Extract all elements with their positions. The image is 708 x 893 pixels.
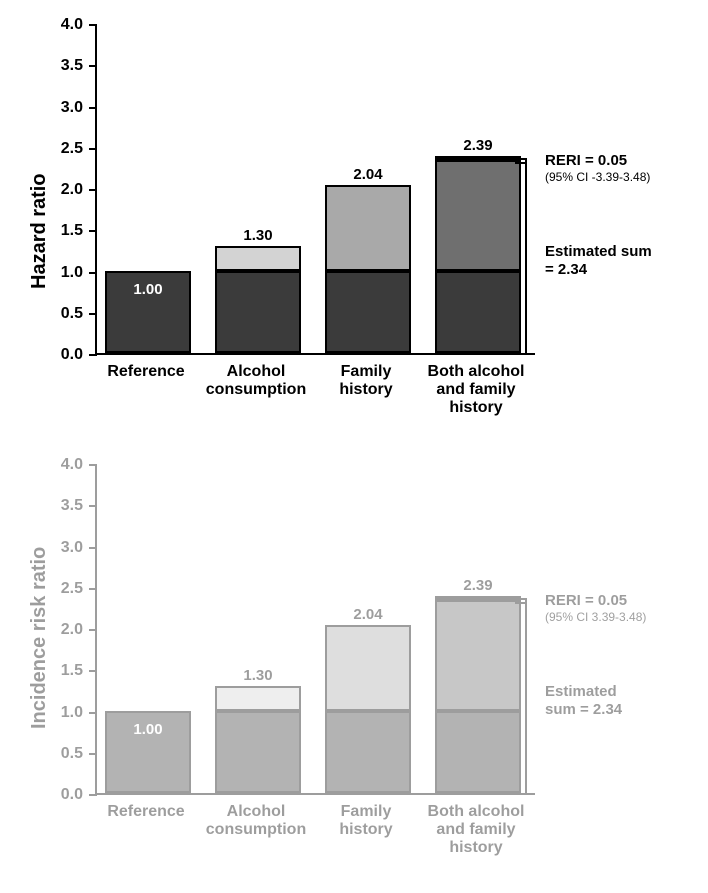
y-tick <box>89 107 97 109</box>
bracket-sum <box>525 162 527 355</box>
y-tick <box>89 148 97 150</box>
bar-segment <box>435 156 521 160</box>
y-tick <box>89 505 97 507</box>
bar-segment <box>215 686 301 711</box>
y-tick-label: 0.0 <box>43 786 83 804</box>
x-tick-label: Alcoholconsumption <box>203 803 309 839</box>
y-tick <box>89 464 97 466</box>
y-tick <box>89 354 97 356</box>
bracket-sum <box>525 602 527 795</box>
annotation-reri: RERI = 0.05(95% CI 3.39-3.48) <box>545 592 646 624</box>
y-tick <box>89 272 97 274</box>
x-tick-label: Alcoholconsumption <box>203 363 309 399</box>
y-tick <box>89 189 97 191</box>
bar-value-label: 1.00 <box>105 721 191 738</box>
y-tick <box>89 712 97 714</box>
bar-value-label: 2.04 <box>325 606 411 623</box>
annotation-sum: Estimatedsum = 2.34 <box>545 683 622 719</box>
bar-segment <box>325 711 411 794</box>
y-tick <box>89 230 97 232</box>
y-tick-label: 2.0 <box>43 181 83 199</box>
bar-segment <box>435 160 521 271</box>
bar-segment <box>325 185 411 271</box>
y-tick-label: 0.5 <box>43 745 83 763</box>
x-tick-label: Familyhistory <box>313 363 419 399</box>
bar-value-label: 1.30 <box>215 227 301 244</box>
y-tick-label: 3.5 <box>43 57 83 75</box>
y-tick-label: 3.0 <box>43 99 83 117</box>
bar-segment <box>435 600 521 711</box>
y-tick-label: 1.0 <box>43 704 83 722</box>
y-tick-label: 2.5 <box>43 140 83 158</box>
y-tick-label: 1.5 <box>43 662 83 680</box>
y-tick-label: 0.5 <box>43 305 83 323</box>
y-tick <box>89 65 97 67</box>
plot-area: 1.00 1.30 2.04 2.39 <box>95 465 535 795</box>
y-tick-label: 4.0 <box>43 16 83 34</box>
bar-segment <box>215 271 301 354</box>
x-tick-label: Both alcoholand familyhistory <box>423 363 529 417</box>
bar-value-label: 2.04 <box>325 166 411 183</box>
y-tick-label: 0.0 <box>43 346 83 364</box>
chart-panel-bottom: Incidence risk ratio1.001.302.042.390.00… <box>0 455 708 885</box>
y-tick <box>89 629 97 631</box>
y-tick <box>89 547 97 549</box>
bar-segment <box>215 711 301 794</box>
bar-segment <box>325 271 411 354</box>
bar-value-label: 2.39 <box>435 577 521 594</box>
y-tick-label: 3.5 <box>43 497 83 515</box>
y-tick-label: 2.5 <box>43 580 83 598</box>
x-tick-label: Both alcoholand familyhistory <box>423 803 529 857</box>
chart-panel-top: Hazard ratio1.001.302.042.390.00.51.01.5… <box>0 15 708 445</box>
y-tick-label: 3.0 <box>43 539 83 557</box>
y-tick <box>89 313 97 315</box>
bar-value-label: 2.39 <box>435 137 521 154</box>
y-tick-label: 1.5 <box>43 222 83 240</box>
plot-area: 1.00 1.30 2.04 2.39 <box>95 25 535 355</box>
y-tick-label: 1.0 <box>43 264 83 282</box>
y-tick <box>89 670 97 672</box>
bar-value-label: 1.30 <box>215 667 301 684</box>
y-tick <box>89 794 97 796</box>
bar-value-label: 1.00 <box>105 281 191 298</box>
y-tick-label: 4.0 <box>43 456 83 474</box>
bar-segment <box>435 271 521 354</box>
x-tick-label: Familyhistory <box>313 803 419 839</box>
x-tick-label: Reference <box>93 803 199 821</box>
annotation-sum: Estimated sum= 2.34 <box>545 243 652 279</box>
y-tick <box>89 588 97 590</box>
y-tick-label: 2.0 <box>43 621 83 639</box>
bar-segment <box>215 246 301 271</box>
bar-segment <box>325 625 411 711</box>
y-tick <box>89 753 97 755</box>
x-tick-label: Reference <box>93 363 199 381</box>
bar-segment <box>435 711 521 794</box>
annotation-reri: RERI = 0.05(95% CI -3.39-3.48) <box>545 152 650 184</box>
bar-segment <box>435 596 521 600</box>
y-tick <box>89 24 97 26</box>
